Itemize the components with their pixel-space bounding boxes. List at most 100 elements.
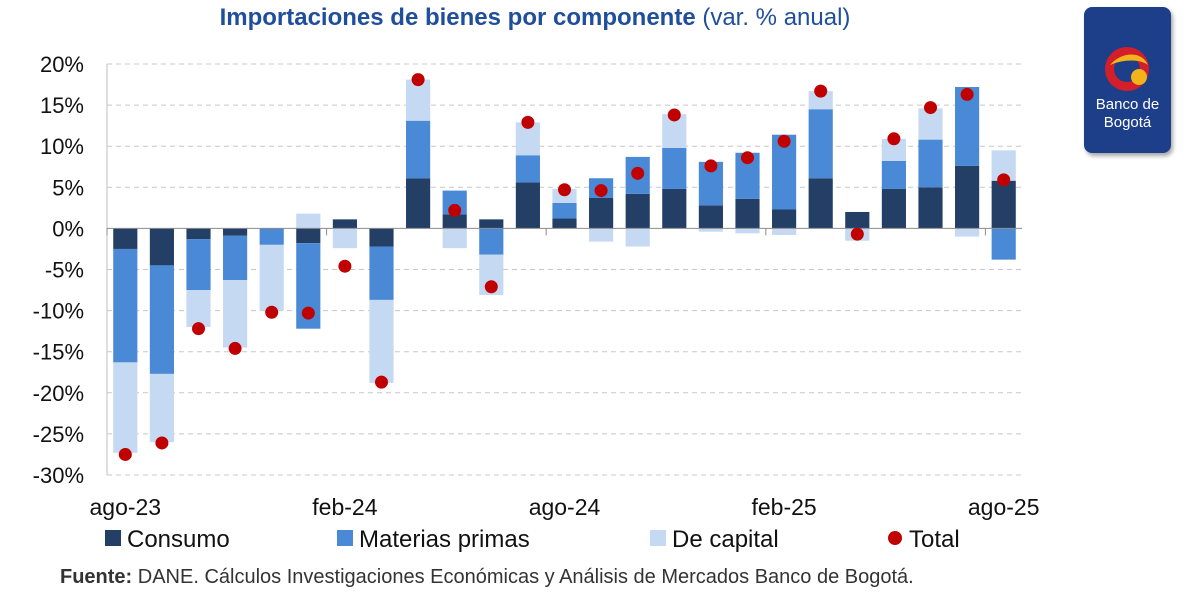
bar-materias-primas (991, 228, 1016, 260)
total-marker (631, 166, 645, 180)
bar-materias-primas (369, 246, 394, 300)
bar-materias-primas (406, 120, 431, 179)
total-marker (667, 108, 681, 122)
bank-logo-name-line1: Banco de (1096, 96, 1159, 113)
bar-consumo (113, 228, 138, 249)
legend-swatch (650, 530, 666, 546)
bar-de-capital (881, 138, 906, 161)
bar-materias-primas (186, 239, 211, 291)
bar-de-capital (406, 79, 431, 121)
bar-consumo (552, 218, 577, 229)
total-marker (155, 436, 169, 450)
bar-materias-primas (662, 147, 687, 189)
y-tick-label: -5% (45, 258, 84, 283)
total-marker (484, 280, 498, 294)
total-marker (997, 173, 1011, 187)
legend-swatch (888, 531, 902, 545)
total-marker (924, 101, 937, 115)
bar-consumo (589, 197, 614, 229)
bar-de-capital (625, 228, 650, 247)
bar-materias-primas (113, 248, 138, 363)
bar-consumo (625, 193, 650, 229)
source-label: Fuente: (60, 566, 133, 588)
total-marker (777, 134, 791, 148)
bar-de-capital (186, 290, 211, 328)
bar-consumo (479, 219, 504, 229)
total-marker (338, 259, 352, 273)
bar-de-capital (223, 280, 248, 348)
bar-materias-primas (223, 235, 248, 281)
total-marker (558, 183, 571, 197)
legend-swatch (337, 530, 353, 546)
bar-de-capital (589, 228, 614, 242)
legend-swatch (105, 530, 121, 546)
x-axis: ago-23 feb-24 ago-24 feb-25 ago-25 (89, 494, 1039, 520)
y-tick-label: 10% (40, 134, 84, 159)
y-tick-label: 5% (52, 175, 84, 200)
chart-title-main: Importaciones de bienes por componente (219, 4, 696, 31)
bar-consumo (991, 180, 1016, 229)
total-marker (118, 447, 132, 461)
y-tick-label: -15% (33, 340, 84, 365)
source-note: Fuente: DANE. Cálculos Investigaciones E… (60, 566, 914, 589)
y-tick-label: 20% (40, 52, 84, 77)
legend-label: Materias primas (359, 526, 530, 553)
bar-consumo (808, 178, 833, 229)
bar-de-capital (955, 228, 980, 237)
chart-title-unit: (var. % anual) (695, 4, 851, 31)
total-marker (850, 227, 864, 241)
bar-consumo (406, 178, 431, 229)
y-tick-label: 15% (40, 93, 84, 118)
bank-logo-name-line2: Bogotá (1104, 114, 1152, 131)
total-marker (887, 132, 901, 146)
bar-consumo (845, 211, 870, 229)
bar-de-capital (149, 373, 174, 443)
bar-materias-primas (881, 160, 906, 189)
total-marker (448, 203, 462, 217)
bar-de-capital (442, 228, 467, 249)
bars (113, 79, 1016, 453)
bar-consumo (881, 188, 906, 229)
total-marker (411, 73, 425, 87)
bar-consumo (223, 228, 248, 236)
bar-consumo (442, 214, 467, 229)
bar-consumo (918, 187, 943, 229)
source-text: DANE. Cálculos Investigaciones Económica… (132, 566, 914, 588)
legend-label: De capital (672, 526, 779, 553)
bar-consumo (515, 182, 540, 229)
bar-materias-primas (918, 139, 943, 188)
total-marker (375, 375, 388, 389)
bar-de-capital (296, 213, 321, 229)
bar-consumo (332, 219, 357, 229)
x-tick-label: ago-25 (968, 494, 1040, 520)
total-marker (301, 306, 315, 320)
x-tick-label: feb-25 (751, 494, 816, 520)
bank-logo-emblem-icon (1105, 47, 1149, 91)
bar-consumo (772, 209, 797, 229)
total-marker (741, 151, 754, 165)
y-axis: -30% -25% -20% -15% -10% -5% 0% 5% 10% 15% 20% (33, 52, 108, 488)
bar-materias-primas (515, 155, 540, 183)
bar-de-capital (698, 228, 723, 232)
bar-consumo (662, 188, 687, 229)
total-marker (814, 84, 828, 98)
bank-logo: Banco de Bogotá (1084, 7, 1171, 153)
total-marker (960, 87, 974, 101)
y-tick-label: 0% (52, 216, 84, 241)
bar-de-capital (735, 228, 760, 234)
bar-consumo (296, 228, 321, 244)
x-tick-label: ago-24 (529, 494, 601, 520)
bar-materias-primas (479, 228, 504, 255)
bar-de-capital (113, 362, 138, 453)
total-marker (704, 159, 718, 173)
total-marker (228, 341, 242, 355)
bar-de-capital (259, 244, 284, 311)
bar-consumo (149, 228, 174, 266)
x-tick-label: feb-24 (312, 494, 377, 520)
bar-de-capital (369, 299, 394, 383)
bar-consumo (369, 228, 394, 247)
bar-consumo (955, 165, 980, 229)
total-marker (594, 184, 608, 198)
bar-de-capital (772, 228, 797, 235)
legend-label: Consumo (127, 526, 230, 553)
